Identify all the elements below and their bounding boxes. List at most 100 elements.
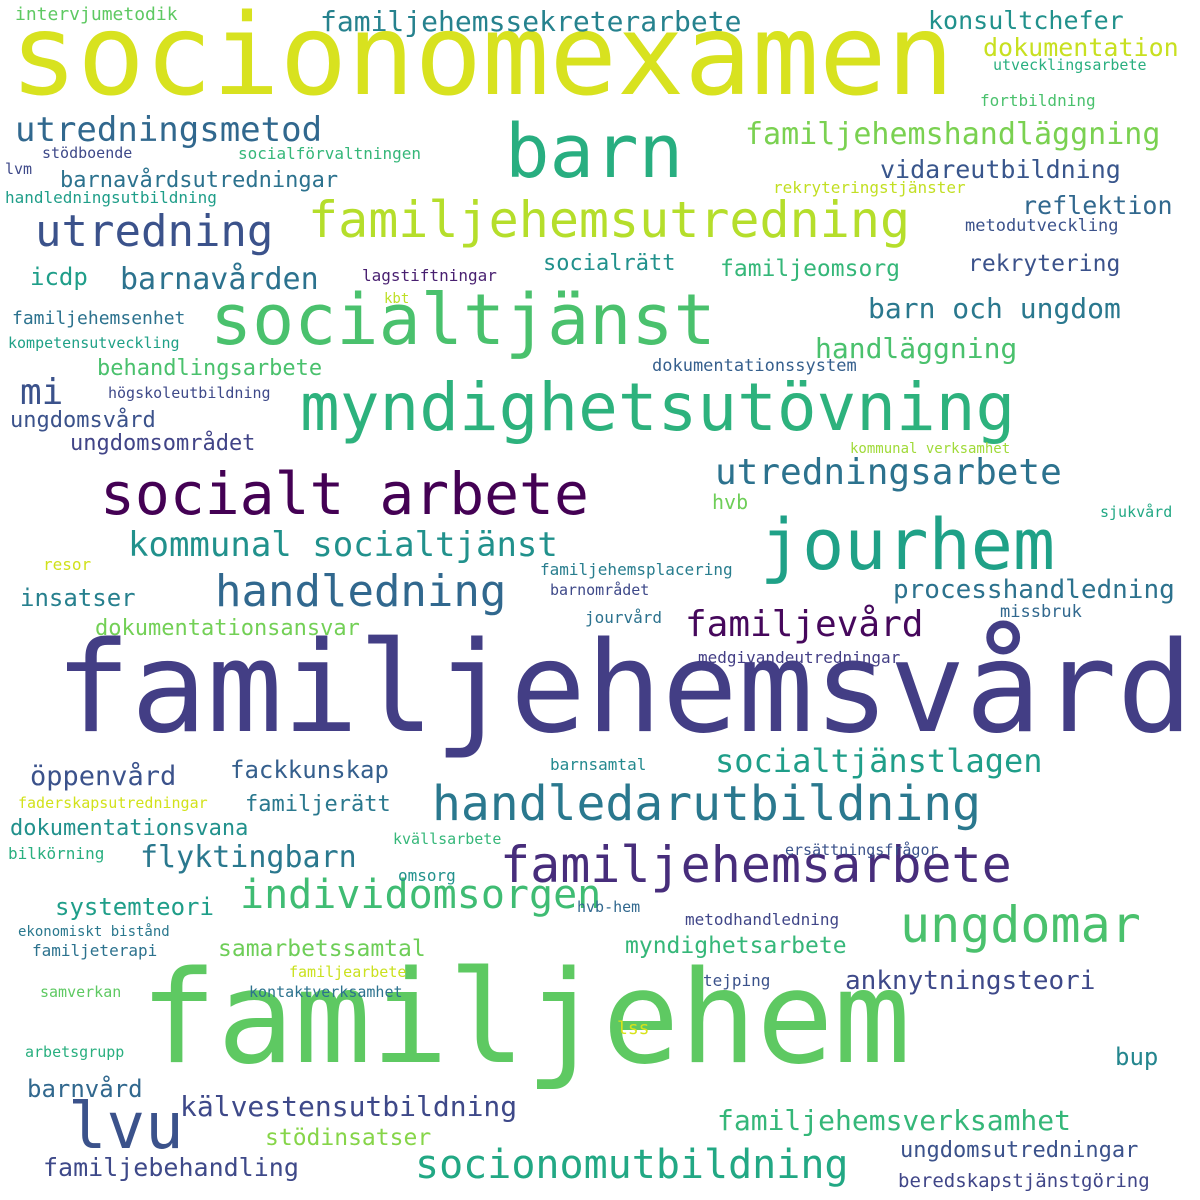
- word-utredningsmetod: utredningsmetod: [15, 110, 323, 150]
- word-barnomradet: barnområdet: [550, 581, 650, 599]
- word-intervjumetodik: intervjumetodik: [15, 4, 178, 25]
- word-behandlingsarbete: behandlingsarbete: [97, 356, 323, 381]
- word-familjehemsvard: familjehemsvård: [55, 614, 1193, 761]
- word-utvecklingsarbete: utvecklingsarbete: [993, 56, 1147, 74]
- word-processhandledning: processhandledning: [893, 575, 1175, 605]
- word-dokumentationsansvar: dokumentationsansvar: [95, 616, 360, 641]
- word-kbt: kbt: [384, 291, 410, 307]
- word-dokumentation: dokumentation: [983, 33, 1179, 62]
- word-lagstiftningar: lagstiftningar: [362, 266, 497, 285]
- word-lss: lss: [617, 1018, 650, 1039]
- word-faderskapsutredningar: faderskapsutredningar: [18, 794, 208, 812]
- word-barnvard: barnvård: [27, 1075, 143, 1103]
- word-reflektion: reflektion: [1022, 191, 1173, 220]
- word-barnsamtal: barnsamtal: [550, 755, 647, 774]
- word-mi: mi: [20, 372, 64, 413]
- word-tejping: tejping: [703, 971, 771, 990]
- word-ungdomsvard: ungdomsvård: [10, 408, 156, 433]
- word-kommunal-verksamhet: kommunal verksamhet: [850, 441, 1011, 457]
- word-stodinsatser: stödinsatser: [265, 1125, 432, 1151]
- word-kommunal-socialtjanst: kommunal socialtjänst: [128, 525, 558, 565]
- word-utredning: utredning: [35, 206, 274, 257]
- word-familjehemsutredning: familjehemsutredning: [308, 191, 911, 249]
- word-handledningsutbildning: handledningsutbildning: [5, 188, 217, 207]
- word-kalvestensutbildning: kälvestensutbildning: [180, 1090, 518, 1123]
- word-fortbildning: fortbildning: [980, 91, 1096, 110]
- word-familjehemsenhet: familjehemsenhet: [12, 308, 186, 329]
- word-familjeomsorg: familjeomsorg: [720, 256, 901, 282]
- word-ungdomsomradet: ungdomsområdet: [70, 431, 256, 456]
- word-familjehemshandlaggning: familjehemshandläggning: [745, 117, 1161, 152]
- word-ekonomiskt-bistand: ekonomiskt bistånd: [18, 924, 170, 940]
- word-rekryteringstjanster: rekryteringstjänster: [773, 178, 966, 197]
- word-barnavardsutredningar: barnavårdsutredningar: [60, 168, 339, 193]
- word-barnavarden: barnavården: [120, 262, 319, 297]
- word-kvallsarbete: kvällsarbete: [393, 830, 502, 848]
- word-familjearbete: familjearbete: [289, 963, 407, 981]
- word-lvu: lvu: [68, 1090, 184, 1164]
- word-familjebehandling: familjebehandling: [43, 1153, 299, 1182]
- word-oppenvard: öppenvård: [30, 761, 177, 792]
- word-beredskapstjanstgoring: beredskapstjänstgöring: [898, 1170, 1150, 1192]
- word-utredningsarbete: utredningsarbete: [715, 452, 1062, 493]
- word-socialforvaltningen: socialförvaltningen: [238, 144, 422, 163]
- word-hvb-hem: hvb-hem: [577, 898, 641, 916]
- word-bilkorning: bilkörning: [8, 844, 105, 863]
- word-samarbetssamtal: samarbetssamtal: [218, 936, 426, 962]
- word-myndighetsutovning: myndighetsutövning: [300, 369, 1016, 446]
- word-familjehem: familjehem: [140, 944, 911, 1093]
- word-anknytningsteori: anknytningsteori: [845, 966, 1096, 996]
- word-socialratt: socialrätt: [543, 251, 676, 276]
- word-bup: bup: [1115, 1043, 1159, 1071]
- word-fackkunskap: fackkunskap: [230, 756, 389, 784]
- word-vidareutbildning: vidareutbildning: [880, 155, 1121, 184]
- word-hvb: hvb: [712, 490, 749, 514]
- word-ungdomsutredningar: ungdomsutredningar: [900, 1138, 1139, 1163]
- word-icdp: icdp: [30, 263, 88, 291]
- word-medgivandeutredningar: medgivandeutredningar: [698, 648, 901, 667]
- word-socialt-arbete: socialt arbete: [100, 460, 589, 528]
- word-ersattningsfragor: ersättningsfrågor: [785, 841, 939, 859]
- word-barn: barn: [505, 109, 684, 195]
- word-sjukvard: sjukvård: [1100, 503, 1173, 521]
- word-arbetsgrupp: arbetsgrupp: [25, 1043, 125, 1061]
- word-metodutveckling: metodutveckling: [965, 216, 1119, 236]
- word-handlaggning: handläggning: [815, 332, 1018, 365]
- word-kontaktverksamhet: kontaktverksamhet: [249, 983, 403, 1001]
- word-myndighetsarbete: myndighetsarbete: [625, 933, 847, 959]
- word-insatser: insatser: [20, 584, 136, 612]
- word-handledarutbildning: handledarutbildning: [432, 776, 982, 832]
- word-handledning: handledning: [215, 566, 507, 617]
- word-dokumentationsvana: dokumentationsvana: [10, 816, 249, 841]
- word-omsorg: omsorg: [398, 866, 456, 885]
- word-samverkan: samverkan: [40, 983, 122, 1001]
- word-metodhandledning: metodhandledning: [685, 910, 840, 929]
- word-flyktingbarn: flyktingbarn: [140, 840, 357, 875]
- word-jourvard: jourvård: [585, 608, 663, 627]
- word-rekrytering: rekrytering: [968, 251, 1121, 277]
- word-barn-och-ungdom: barn och ungdom: [868, 292, 1121, 325]
- word-konsultchefer: konsultchefer: [928, 6, 1124, 35]
- word-systemteori: systemteori: [55, 893, 214, 921]
- word-socionomutbildning: socionomutbildning: [415, 1142, 849, 1188]
- word-familjeratt: familjerätt: [245, 792, 391, 817]
- word-familjeterapi: familjeterapi: [32, 941, 158, 960]
- word-socionomexamen: socionomexamen: [10, 0, 955, 121]
- word-familjevard: familjevård: [685, 604, 924, 645]
- word-missbruk: missbruk: [1000, 602, 1082, 622]
- word-familjehemsverksamhet: familjehemsverksamhet: [717, 1104, 1072, 1137]
- word-individomsorgen: individomsorgen: [240, 872, 602, 918]
- word-hogskoleutbildning: högskoleutbildning: [108, 384, 271, 402]
- word-familjehemsplacering: familjehemsplacering: [540, 560, 733, 579]
- word-lvm: lvm: [5, 160, 33, 178]
- word-jourhem: jourhem: [760, 504, 1056, 586]
- word-familjehemsarbete: familjehemsarbete: [500, 836, 1012, 894]
- word-familjehemssekreterarbete: familjehemssekreterarbete: [320, 5, 742, 38]
- word-resor: resor: [43, 555, 92, 574]
- word-socialtjanstlagen: socialtjänstlagen: [715, 742, 1043, 780]
- word-kompetensutveckling: kompetensutveckling: [8, 334, 180, 352]
- word-ungdomar: ungdomar: [900, 896, 1141, 954]
- word-socialtjanst: socialtjänst: [210, 279, 716, 361]
- word-dokumentationssystem: dokumentationssystem: [652, 356, 857, 376]
